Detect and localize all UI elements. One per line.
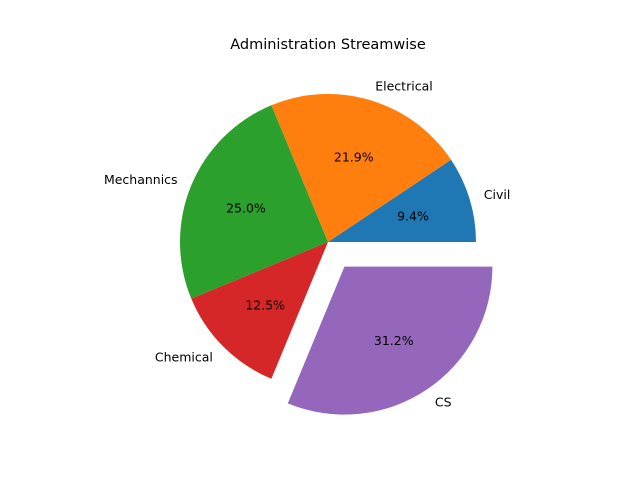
chart-title: Administration Streamwise	[230, 37, 426, 53]
pct-label-cs: 31.2%	[374, 333, 414, 348]
pie-slice-mechannics	[180, 105, 328, 299]
pct-label-chemical: 12.5%	[245, 297, 285, 312]
slice-label-cs: CS	[435, 394, 452, 409]
pct-label-electrical: 21.9%	[334, 150, 374, 165]
pie-slice-chemical	[191, 242, 328, 379]
slice-label-mechannics: Mechannics	[104, 172, 178, 187]
pie-slice-electrical	[271, 94, 452, 242]
pie-slice-civil	[328, 159, 476, 242]
slice-label-electrical: Electrical	[375, 79, 432, 94]
slice-label-civil: Civil	[484, 187, 511, 202]
pie-slice-cs	[287, 266, 493, 415]
slice-label-chemical: Chemical	[155, 350, 213, 365]
pct-label-civil: 9.4%	[397, 209, 429, 224]
pct-label-mechannics: 25.0%	[226, 201, 266, 216]
pie-slices	[180, 94, 493, 415]
pie-labels: Civil 9.4% Electrical 21.9% Mechannics 25.0% C…	[104, 79, 510, 410]
